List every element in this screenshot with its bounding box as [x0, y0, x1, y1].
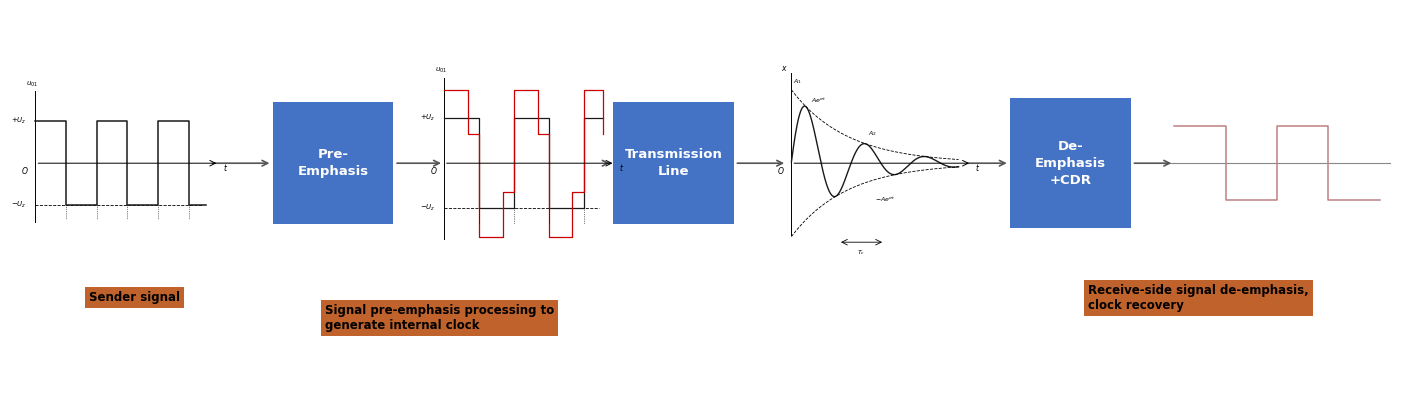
Text: $t$: $t$ [223, 162, 228, 173]
Text: $O$: $O$ [430, 165, 438, 176]
Text: $-U_z$: $-U_z$ [420, 203, 435, 213]
FancyBboxPatch shape [613, 102, 735, 224]
Text: Receive-side signal de-emphasis,
clock recovery: Receive-side signal de-emphasis, clock r… [1088, 284, 1309, 312]
Text: $O$: $O$ [21, 165, 28, 176]
Text: $+U_z$: $+U_z$ [11, 116, 27, 126]
Text: De-
Emphasis
+CDR: De- Emphasis +CDR [1035, 140, 1106, 187]
Text: Pre-
Emphasis: Pre- Emphasis [298, 148, 369, 178]
Text: $u_{01}$: $u_{01}$ [434, 66, 447, 75]
Text: $-U_z$: $-U_z$ [11, 200, 27, 211]
Text: $-Ae^{\sigma t}$: $-Ae^{\sigma t}$ [875, 195, 895, 204]
Text: $+U_z$: $+U_z$ [420, 113, 435, 124]
Text: Signal pre-emphasis processing to
generate internal clock: Signal pre-emphasis processing to genera… [325, 304, 554, 332]
Text: $x$: $x$ [781, 64, 788, 73]
Text: $t$: $t$ [618, 162, 624, 173]
FancyBboxPatch shape [272, 102, 393, 224]
Text: $u_{01}$: $u_{01}$ [26, 80, 38, 89]
Text: Sender signal: Sender signal [89, 291, 180, 304]
Text: $t$: $t$ [976, 162, 980, 173]
Text: $Ae^{\sigma t}$: $Ae^{\sigma t}$ [811, 96, 827, 105]
Text: $O$: $O$ [777, 165, 784, 176]
Text: $T_c$: $T_c$ [858, 248, 865, 257]
Text: $A_1$: $A_1$ [793, 77, 803, 86]
Text: $A_2$: $A_2$ [868, 129, 878, 138]
Text: Transmission
Line: Transmission Line [624, 148, 723, 178]
FancyBboxPatch shape [1010, 98, 1132, 228]
